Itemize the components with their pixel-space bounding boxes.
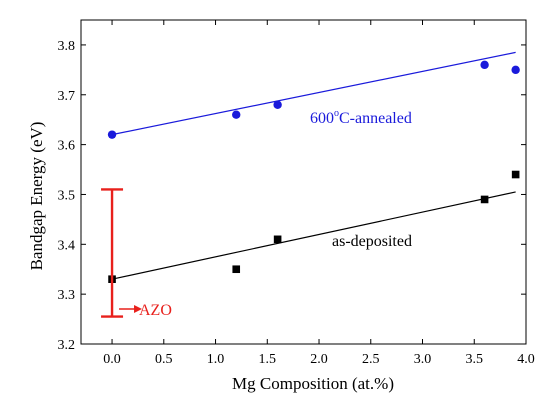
x-tick-label: 0.0 xyxy=(103,352,121,367)
y-tick-label: 3.8 xyxy=(58,39,76,54)
data-point-circle xyxy=(273,100,282,109)
fit-lines xyxy=(111,51,516,280)
y-tick-label: 3.4 xyxy=(58,238,76,253)
data-point-circle xyxy=(511,65,520,75)
as-deposited-series-label: as-deposited xyxy=(332,233,412,250)
y-tick-label: 3.2 xyxy=(58,338,76,353)
azo-label: AZO xyxy=(139,302,172,319)
annealed-label-degree: o xyxy=(334,108,339,119)
x-tick-label: 0.5 xyxy=(155,352,173,367)
y-axis-label: Bandgap Energy (eV) xyxy=(27,122,46,271)
plot-frame xyxy=(80,19,527,345)
data-point-square xyxy=(511,170,520,179)
data-markers xyxy=(107,60,520,283)
y-tick-label: 3.5 xyxy=(58,188,76,203)
y-tick-label: 3.7 xyxy=(58,89,76,104)
x-tick-label: 4.0 xyxy=(517,352,535,367)
ticks: 0.0 0.5 1.0 1.5 2.0 2.5 3.0 3.5 4.0 3.2 3.3 3.4 3.5 3… xyxy=(58,20,535,367)
annealed-label-temp: 600 xyxy=(310,110,334,127)
x-tick-label: 2.0 xyxy=(310,352,328,367)
y-tick-label: 3.3 xyxy=(58,288,76,303)
fit-line xyxy=(111,51,516,136)
x-axis-label: Mg Composition (at.%) xyxy=(232,374,394,393)
fit-line xyxy=(111,191,516,280)
azo-arrow-head xyxy=(134,305,143,313)
data-point-circle xyxy=(480,60,489,70)
y-tick-label: 3.6 xyxy=(58,139,76,154)
annealed-label-rest: C-annealed xyxy=(339,110,412,127)
data-point-circle xyxy=(107,130,117,139)
x-tick-label: 2.5 xyxy=(362,352,380,367)
data-point-square xyxy=(480,195,489,204)
azo-error-bar xyxy=(101,188,143,318)
data-point-circle xyxy=(232,110,241,119)
axes xyxy=(80,19,527,345)
x-tick-label: 1.5 xyxy=(259,352,277,367)
annealed-series-label: 600oC-annealed xyxy=(310,108,412,127)
x-tick-label: 1.0 xyxy=(207,352,225,367)
data-point-square xyxy=(232,265,241,274)
x-tick-label: 3.5 xyxy=(466,352,484,367)
x-tick-label: 3.0 xyxy=(414,352,432,367)
data-point-square xyxy=(273,235,282,244)
